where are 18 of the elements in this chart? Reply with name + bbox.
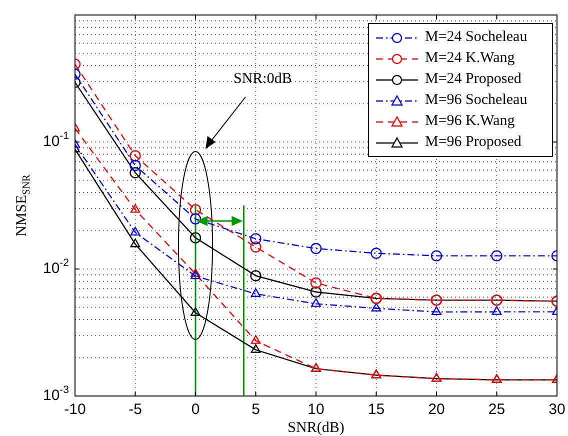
- legend-label: M=96 K.Wang: [425, 113, 515, 130]
- x-tick-label: -5: [128, 401, 142, 418]
- x-axis-title: SNR(dB): [288, 420, 344, 436]
- legend-label: M=24 Socheleau: [425, 29, 528, 46]
- legend-label: M=96 Socheleau: [425, 92, 528, 109]
- x-tick-label: 5: [252, 401, 260, 418]
- x-tick-label: -10: [64, 401, 86, 418]
- x-tick-label: 0: [191, 401, 200, 418]
- x-tick-label: 15: [368, 401, 385, 418]
- x-tick-label: 20: [428, 401, 445, 418]
- x-tick-label: 10: [308, 401, 324, 418]
- x-tick-label: 30: [548, 401, 566, 418]
- y-axis-title: NMSESNR: [14, 174, 32, 237]
- legend-label: M=24 Proposed: [425, 71, 522, 88]
- annotation: SNR:0dB: [234, 71, 292, 88]
- legend-label: M=24 K.Wang: [425, 50, 515, 67]
- legend-label: M=96 Proposed: [425, 134, 522, 151]
- x-tick-label: 25: [488, 401, 506, 418]
